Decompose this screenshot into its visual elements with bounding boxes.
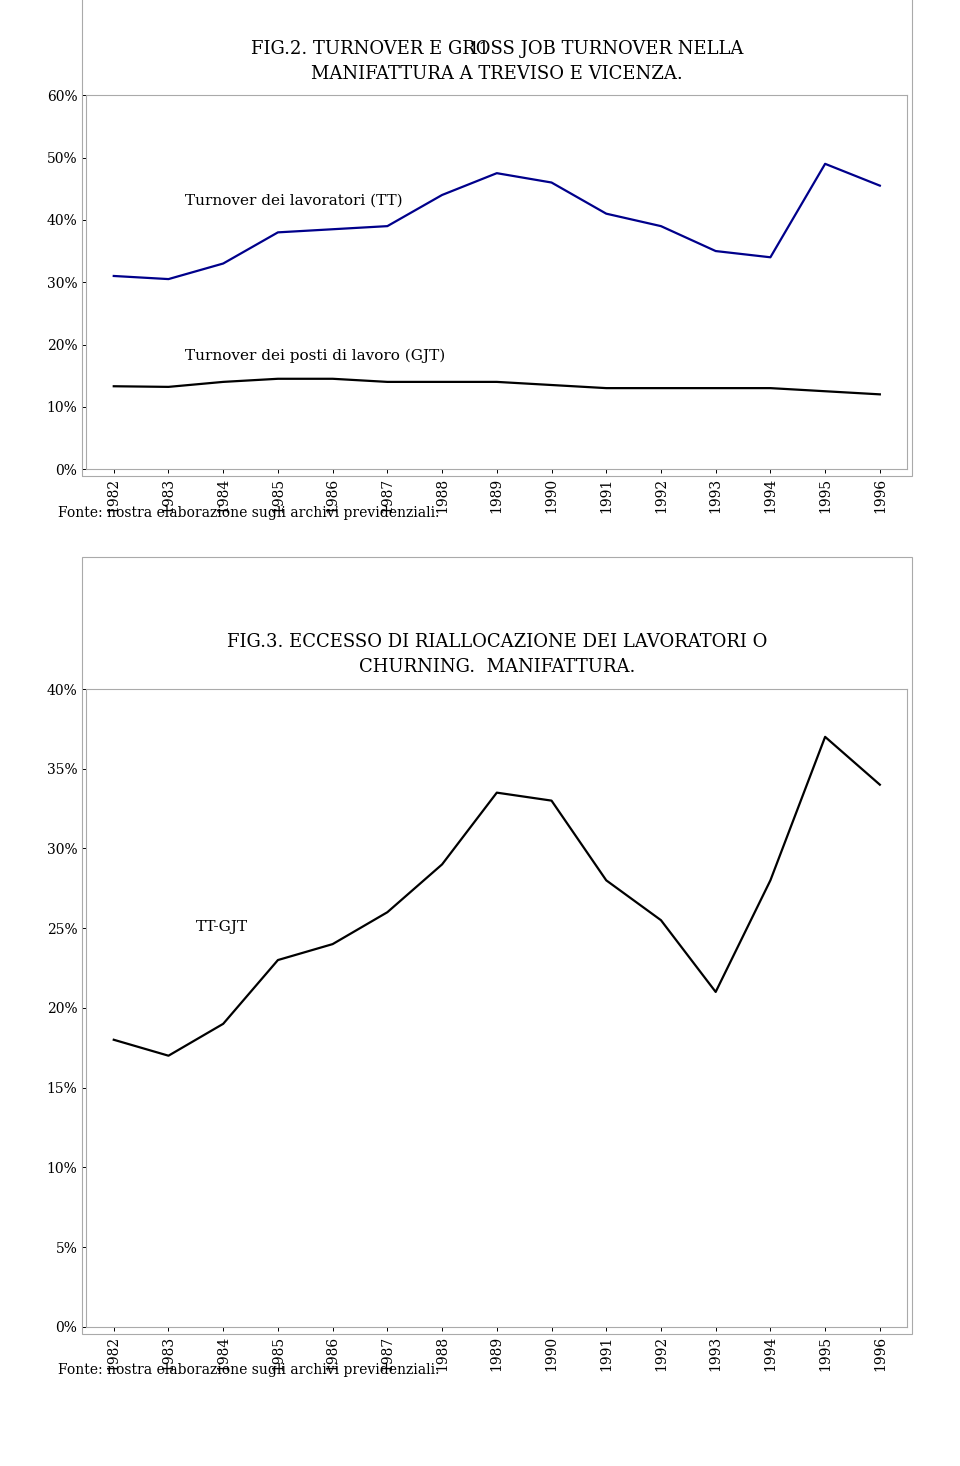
Text: Turnover dei posti di lavoro (GJT): Turnover dei posti di lavoro (GJT)	[185, 349, 445, 364]
Text: Fonte: nostra elaborazione sugli archivi previdenziali.: Fonte: nostra elaborazione sugli archivi…	[58, 1363, 439, 1378]
Text: TT-GJT: TT-GJT	[196, 921, 248, 934]
Title: FIG.3. ECCESSO DI RIALLOCAZIONE DEI LAVORATORI O
CHURNING.  MANIFATTURA.: FIG.3. ECCESSO DI RIALLOCAZIONE DEI LAVO…	[227, 633, 767, 676]
Title: FIG.2. TURNOVER E GROSS JOB TURNOVER NELLA
MANIFATTURA A TREVISO E VICENZA.: FIG.2. TURNOVER E GROSS JOB TURNOVER NEL…	[251, 40, 743, 82]
Text: Turnover dei lavoratori (TT): Turnover dei lavoratori (TT)	[185, 194, 402, 207]
Text: 11: 11	[469, 41, 491, 59]
Text: Fonte: nostra elaborazione sugli archivi previdenziali.: Fonte: nostra elaborazione sugli archivi…	[58, 506, 439, 520]
